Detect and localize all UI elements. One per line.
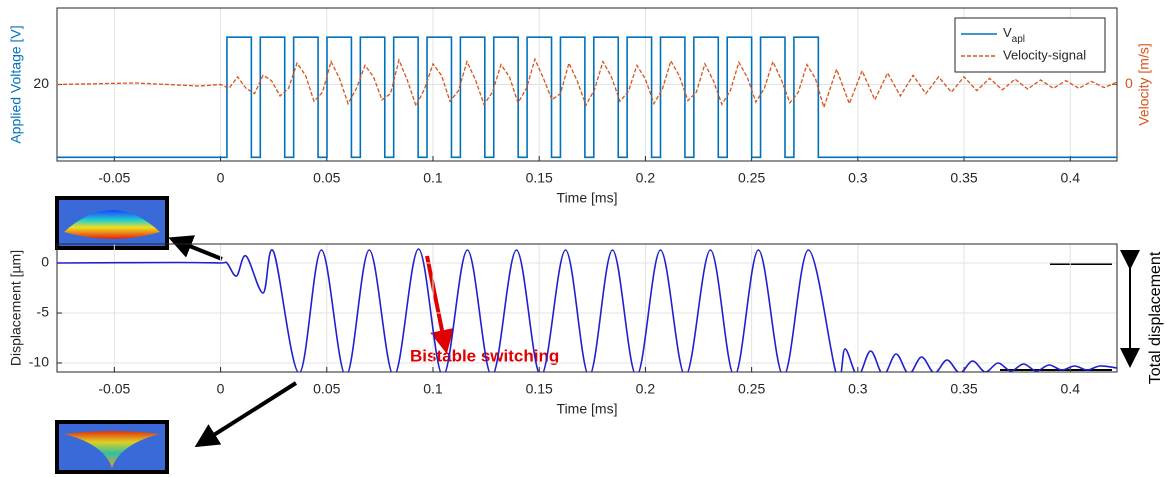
inset-top — [55, 196, 223, 261]
x-tick-label: 0 — [217, 170, 225, 186]
x-tick-label: 0.15 — [526, 381, 553, 397]
y-axis-label: Applied Voltage [V] — [8, 25, 24, 143]
x-tick-label: 0.3 — [848, 170, 868, 186]
x-tick-label: 0.05 — [313, 170, 340, 186]
switch-arrow — [425, 255, 454, 354]
legend-label: Vapl — [1003, 25, 1025, 44]
legend-box — [954, 17, 1106, 73]
x-tick-label: 0.2 — [636, 381, 656, 397]
x-tick-label: 0.25 — [738, 170, 765, 186]
x-tick-label: 0.35 — [950, 381, 977, 397]
x-tick-label: 0.2 — [636, 170, 656, 186]
x-tick-label: 0.1 — [423, 170, 443, 186]
x-tick-label: -0.05 — [98, 170, 130, 186]
x-tick-label: 0.15 — [526, 170, 553, 186]
x-axis-label: Time [ms] — [557, 190, 618, 206]
x-tick-label: 0 — [217, 381, 225, 397]
y-tick-label: -10 — [29, 354, 49, 370]
x-tick-label: 0.05 — [313, 381, 340, 397]
y-tick-label: 20 — [33, 75, 49, 91]
series-line — [57, 248, 1117, 372]
x-tick-label: 0.4 — [1061, 381, 1081, 397]
annotation: Bistable switching — [410, 346, 559, 365]
y-tick-label: -5 — [37, 304, 50, 320]
x-tick-label: 0.25 — [738, 381, 765, 397]
series-group — [57, 248, 1117, 372]
x-tick-label: -0.05 — [98, 381, 130, 397]
x-axis-label: Time [ms] — [557, 401, 618, 417]
total-displacement-marker — [1000, 250, 1140, 371]
series-line — [57, 36, 1117, 159]
x-tick-label: 0.1 — [423, 381, 443, 397]
x-tick-label: 0.35 — [950, 170, 977, 186]
y2-tick-label: 0 — [1125, 75, 1133, 91]
series-line — [56, 57, 1118, 110]
series-group — [56, 36, 1118, 159]
inset-bottom — [55, 381, 298, 474]
y-tick-label: 0 — [41, 254, 49, 270]
x-tick-label: 0.4 — [1061, 170, 1081, 186]
y2-axis-label: Velocity [m/s] — [1136, 43, 1152, 125]
y-axis-label: Displacement [µm] — [8, 250, 24, 366]
annotation: Total displacement — [1147, 251, 1164, 384]
legend-label: Velocity-signal — [1003, 47, 1086, 62]
x-tick-label: 0.3 — [848, 381, 868, 397]
